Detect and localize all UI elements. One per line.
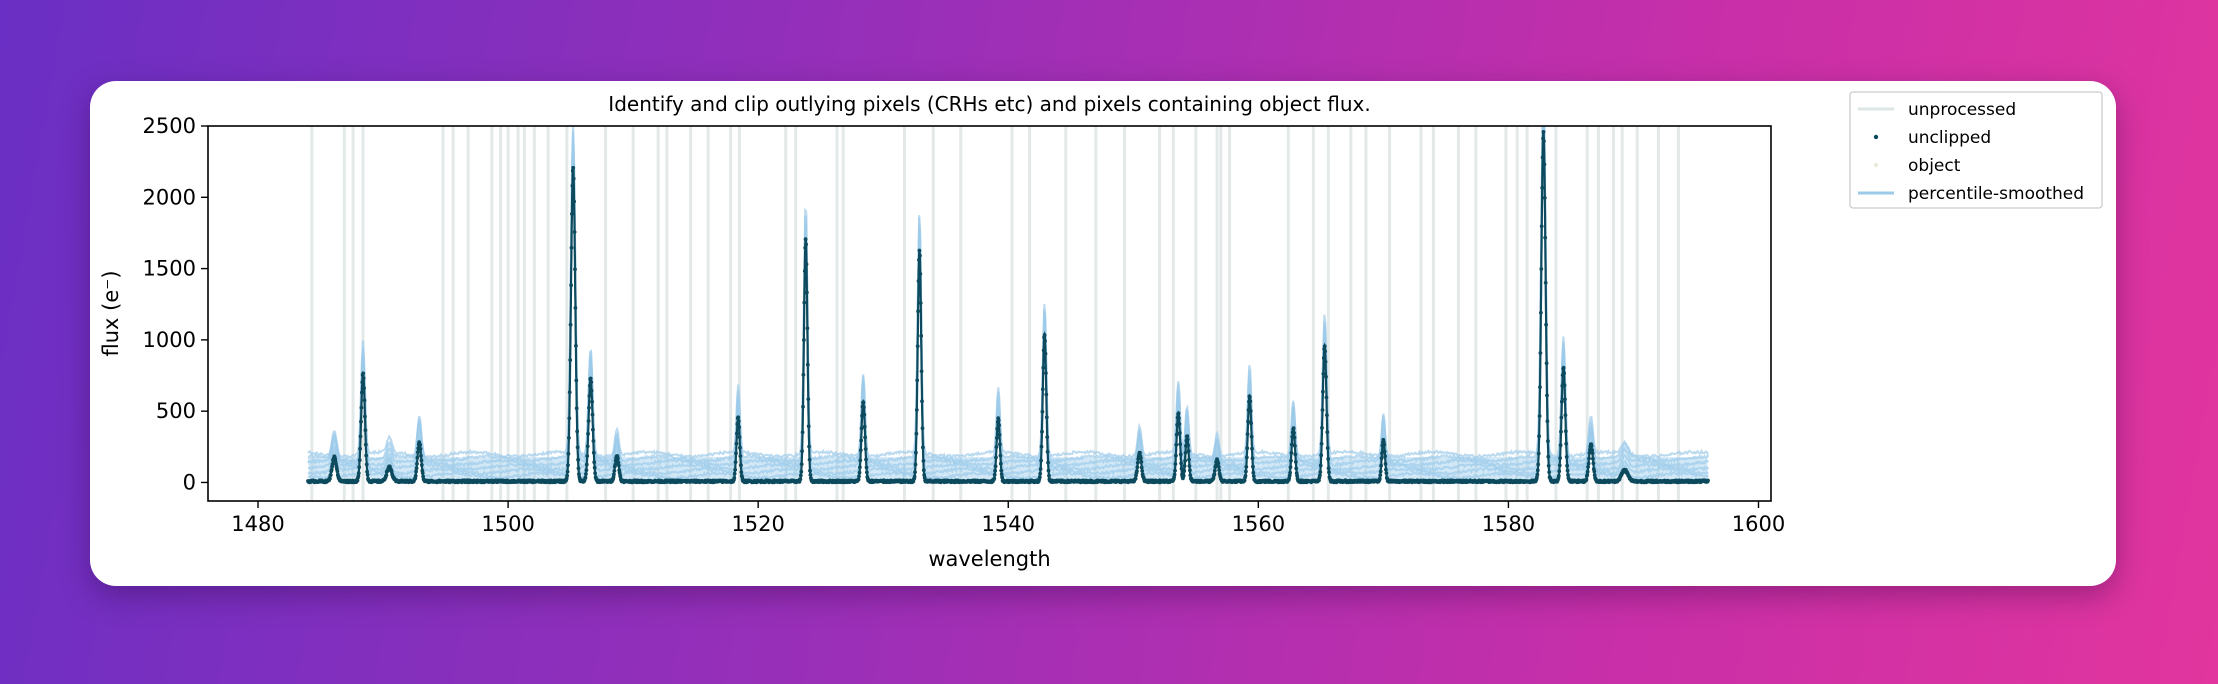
x-tick-label: 1600: [1732, 512, 1785, 536]
unclipped-peak: [1209, 458, 1225, 483]
x-axis: 1480 1500 1520 1540 1560 1580 1600: [231, 501, 1785, 536]
unclipped-peak: [379, 466, 400, 483]
unclipped-point: [1706, 478, 1710, 483]
unclipped-peak: [1534, 131, 1553, 483]
y-tick-label: 500: [156, 399, 196, 423]
plot-layer: [306, 126, 1710, 501]
x-tick-label: 1480: [231, 512, 284, 536]
y-tick-label: 2000: [143, 185, 196, 209]
percentile-smoothed-line: [307, 126, 1709, 478]
unclipped-peak: [1286, 427, 1301, 483]
unclipped-peak: [325, 456, 344, 483]
x-tick-label: 1560: [1232, 512, 1285, 536]
plot-frame: [207, 125, 1772, 502]
y-tick-label: 0: [183, 470, 196, 494]
unclipped-peak: [609, 454, 625, 483]
percentile-smoothed-line: [307, 126, 1710, 465]
x-tick-label: 1520: [731, 512, 784, 536]
percentile-smoothed-line: [307, 126, 1709, 460]
legend-swatch-unclipped: [1873, 134, 1879, 140]
unclipped-peak: [411, 441, 427, 483]
y-tick-label: 1000: [143, 328, 196, 352]
chart-title: Identify and clip outlying pixels (CRHs …: [608, 92, 1370, 116]
unclipped-peak: [1555, 365, 1572, 483]
unclipped-peak: [355, 371, 372, 483]
unclipped-peak: [798, 238, 814, 483]
legend-label-percentile-smoothed: percentile-smoothed: [1908, 184, 2084, 204]
x-tick-label: 1500: [481, 512, 534, 536]
percentile-smoothed-line: [307, 126, 1710, 473]
legend-label-unprocessed: unprocessed: [1908, 100, 2016, 120]
x-tick-label: 1580: [1482, 512, 1535, 536]
x-tick-label: 1540: [982, 512, 1035, 536]
unclipped-peak: [1179, 434, 1194, 483]
flux-chart: 1480 1500 1520 1540 1560 1580 1600 0 500 1000 150…: [99, 91, 2103, 571]
unclipped-peak: [1037, 331, 1053, 483]
unclipped-peak: [912, 250, 927, 483]
unclipped-peak: [1132, 451, 1148, 483]
y-tick-label: 2500: [143, 114, 196, 138]
legend-box: [1849, 91, 2103, 209]
unclipped-peak: [855, 399, 871, 483]
y-axis-label: flux (e⁻): [99, 270, 123, 356]
unclipped-peak: [1376, 438, 1390, 483]
percentile-smoothed-line: [307, 126, 1709, 469]
y-tick-label: 1500: [143, 257, 196, 281]
legend: unprocessed unclipped object percentile-…: [1849, 91, 2103, 209]
legend-label-unclipped: unclipped: [1908, 128, 1991, 148]
unclipped-peak: [1582, 443, 1599, 483]
unclipped-peak: [1242, 393, 1257, 483]
percentile-smoothed-line: [307, 126, 1709, 481]
unclipped-peak: [1316, 342, 1333, 483]
chart-card: 1480 1500 1520 1540 1560 1580 1600 0 500 1000 150…: [90, 81, 2116, 586]
unclipped-peak: [991, 416, 1005, 483]
unclipped-peak: [582, 376, 599, 483]
unclipped-peak: [1612, 468, 1638, 483]
unclipped-peak: [731, 415, 745, 483]
y-axis: 0 500 1000 1500 2000 2500: [143, 114, 208, 494]
legend-swatch-object: [1873, 162, 1879, 168]
x-axis-label: wavelength: [928, 547, 1050, 571]
legend-label-object: object: [1908, 156, 1961, 176]
unclipped-peak: [564, 167, 582, 483]
